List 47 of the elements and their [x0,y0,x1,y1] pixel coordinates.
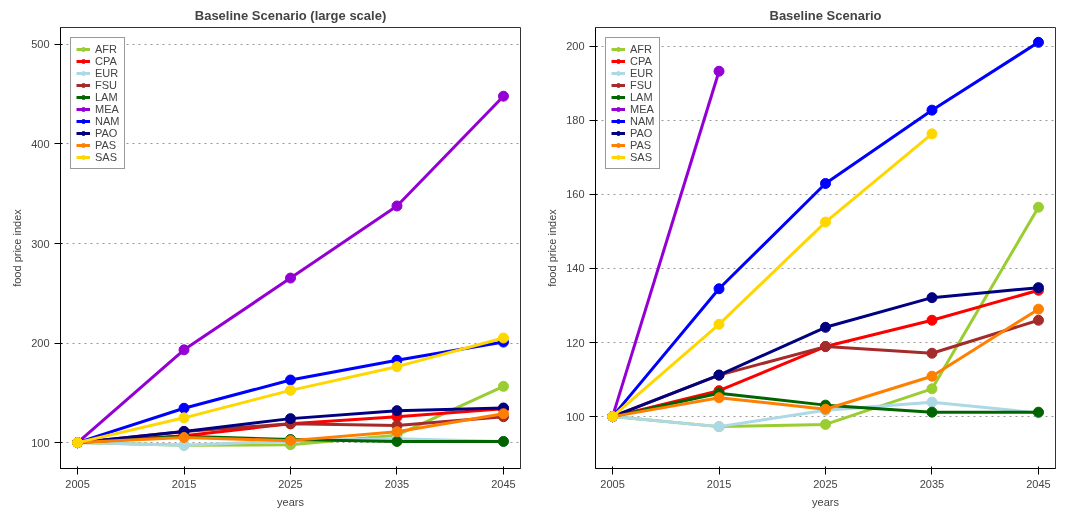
legend-label: MEA [95,103,119,115]
y-tick-label: 180 [566,114,585,127]
y-tick-label: 160 [566,188,585,201]
x-tick-label: 2015 [171,477,197,490]
y-axis-title: food price index [546,208,559,287]
y-tick-label: 200 [566,40,585,53]
x-tick-label: 2035 [919,477,945,490]
y-tick-label: 500 [31,38,50,51]
y-tick-label: 100 [31,436,50,449]
legend-label: SAS [95,151,118,163]
legend-label: CPA [95,55,117,67]
y-tick-label: 100 [566,410,585,423]
legend-label: PAO [95,127,118,139]
x-tick-label: 2025 [813,477,838,490]
legend-label: AFR [630,43,652,55]
chart-title: Baseline Scenario (large scale) [194,7,387,23]
legend-label: EUR [630,67,654,79]
legend-label: NAM [95,115,120,127]
chart-title: Baseline Scenario [769,7,882,23]
legend-label: NAM [630,115,655,127]
y-tick-label: 120 [566,336,585,349]
legend-label: LAM [630,91,653,103]
legend-label: AFR [95,43,117,55]
y-tick-label: 200 [31,337,50,350]
x-tick-label: 2045 [491,477,516,490]
legend-label: LAM [95,91,118,103]
x-tick-label: 2025 [278,477,303,490]
y-axis-title: food price index [11,208,24,287]
x-tick-label: 2005 [65,477,90,490]
legend-label: SAS [630,151,653,163]
legend-label: EUR [95,67,119,79]
x-axis-title: years [812,495,840,508]
legend-label: PAO [630,127,653,139]
x-tick-label: 2015 [706,477,732,490]
legend-label: PAS [95,139,117,151]
x-tick-label: 2005 [600,477,625,490]
y-tick-label: 300 [31,237,50,250]
y-tick-label: 400 [31,137,50,150]
x-axis-title: years [277,495,305,508]
legend-label: PAS [630,139,652,151]
y-tick-label: 140 [566,262,585,275]
legend-label: MEA [630,103,654,115]
x-tick-label: 2045 [1026,477,1051,490]
legend-label: FSU [630,79,652,91]
legend-label: FSU [95,79,117,91]
legend-label: CPA [630,55,652,67]
x-tick-label: 2035 [384,477,410,490]
